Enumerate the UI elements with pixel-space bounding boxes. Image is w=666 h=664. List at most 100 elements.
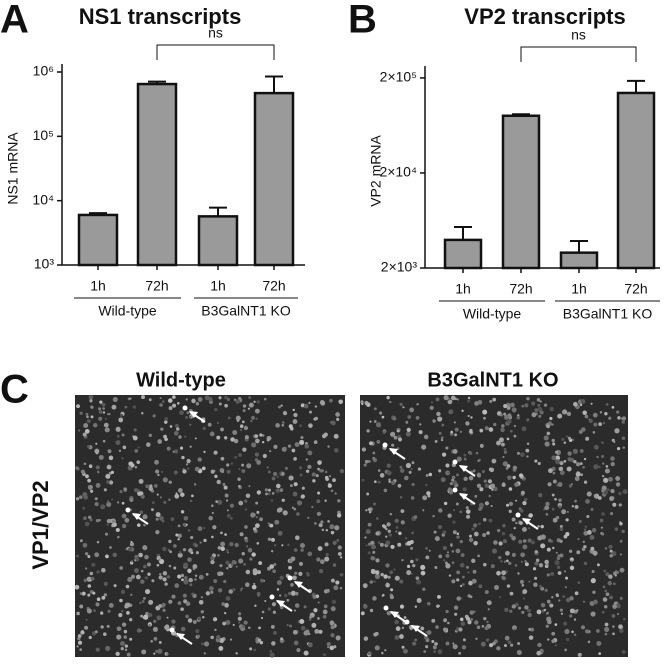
cell [592, 412, 598, 418]
cell [226, 566, 229, 570]
cell [105, 554, 109, 559]
cell [437, 649, 443, 655]
cell [210, 635, 214, 640]
x-tick-label: 1h [210, 278, 226, 294]
arrow-head [189, 411, 198, 418]
cell [129, 603, 133, 607]
cell [465, 565, 469, 569]
cell [612, 632, 615, 636]
cell [301, 486, 305, 490]
cell [116, 626, 122, 632]
cell [209, 431, 215, 437]
cell [373, 502, 376, 506]
cell [593, 464, 599, 470]
cell [516, 415, 521, 420]
cell [163, 500, 167, 504]
cell [604, 622, 609, 627]
cell [172, 395, 176, 399]
cell [315, 474, 319, 478]
cell [582, 600, 586, 603]
cell [308, 618, 312, 621]
x-tick-label: 72h [262, 278, 285, 294]
cell [622, 446, 626, 449]
cell [571, 505, 575, 508]
cell [173, 566, 177, 570]
cell [224, 403, 229, 408]
cell [224, 533, 227, 536]
cell [129, 497, 134, 503]
cell [106, 480, 110, 484]
cell [365, 529, 371, 535]
y-tick-label: 2×10³ [381, 259, 418, 275]
cell [95, 451, 99, 455]
cell [261, 610, 265, 614]
cell [502, 455, 505, 459]
cell [255, 417, 258, 420]
cell [311, 472, 316, 477]
cell [555, 593, 559, 597]
cell [272, 630, 277, 635]
cell [552, 442, 556, 446]
cell [451, 561, 455, 564]
cell [276, 475, 279, 478]
cell [569, 596, 574, 601]
cell [317, 617, 320, 620]
cell [369, 441, 373, 446]
cell [508, 501, 514, 507]
cell [452, 449, 458, 454]
cell [590, 611, 596, 617]
cell [390, 544, 395, 549]
cell [517, 414, 520, 417]
cell [508, 561, 512, 566]
cell [322, 614, 327, 619]
cell [405, 420, 409, 424]
cell [273, 563, 277, 566]
cell [247, 547, 253, 553]
cell [551, 455, 557, 461]
cell [549, 603, 554, 608]
cell [438, 604, 441, 607]
cell [460, 621, 466, 627]
cell [612, 625, 615, 628]
cell [431, 618, 436, 623]
cell [317, 601, 320, 604]
cell [162, 477, 168, 483]
cell [587, 530, 592, 535]
arrow-head [390, 611, 399, 618]
cell [603, 490, 609, 495]
cell [340, 556, 343, 559]
cell [337, 499, 341, 503]
cell [551, 639, 555, 643]
cell [589, 535, 595, 540]
cell [503, 450, 508, 454]
cell [123, 629, 128, 634]
cell [225, 619, 231, 626]
cell [478, 507, 482, 511]
cell [282, 411, 288, 416]
cell [222, 482, 226, 487]
cell [293, 457, 297, 461]
cell [491, 458, 497, 464]
cell [590, 546, 595, 551]
cell [180, 492, 185, 497]
cell [133, 428, 137, 432]
cell [102, 439, 106, 443]
cell [107, 449, 112, 454]
cell [386, 522, 391, 527]
cell [409, 407, 415, 413]
cell [612, 502, 617, 507]
cell [590, 508, 594, 511]
cell [324, 499, 327, 502]
cell [521, 583, 525, 587]
stained-cell [125, 507, 131, 513]
cell [406, 564, 411, 568]
cell [173, 430, 179, 436]
cell [291, 506, 294, 509]
cell [87, 478, 91, 483]
cell [416, 579, 422, 585]
cell [572, 448, 578, 454]
cell [528, 627, 532, 631]
cell [474, 401, 479, 406]
cell [537, 403, 541, 407]
cell [612, 604, 617, 609]
